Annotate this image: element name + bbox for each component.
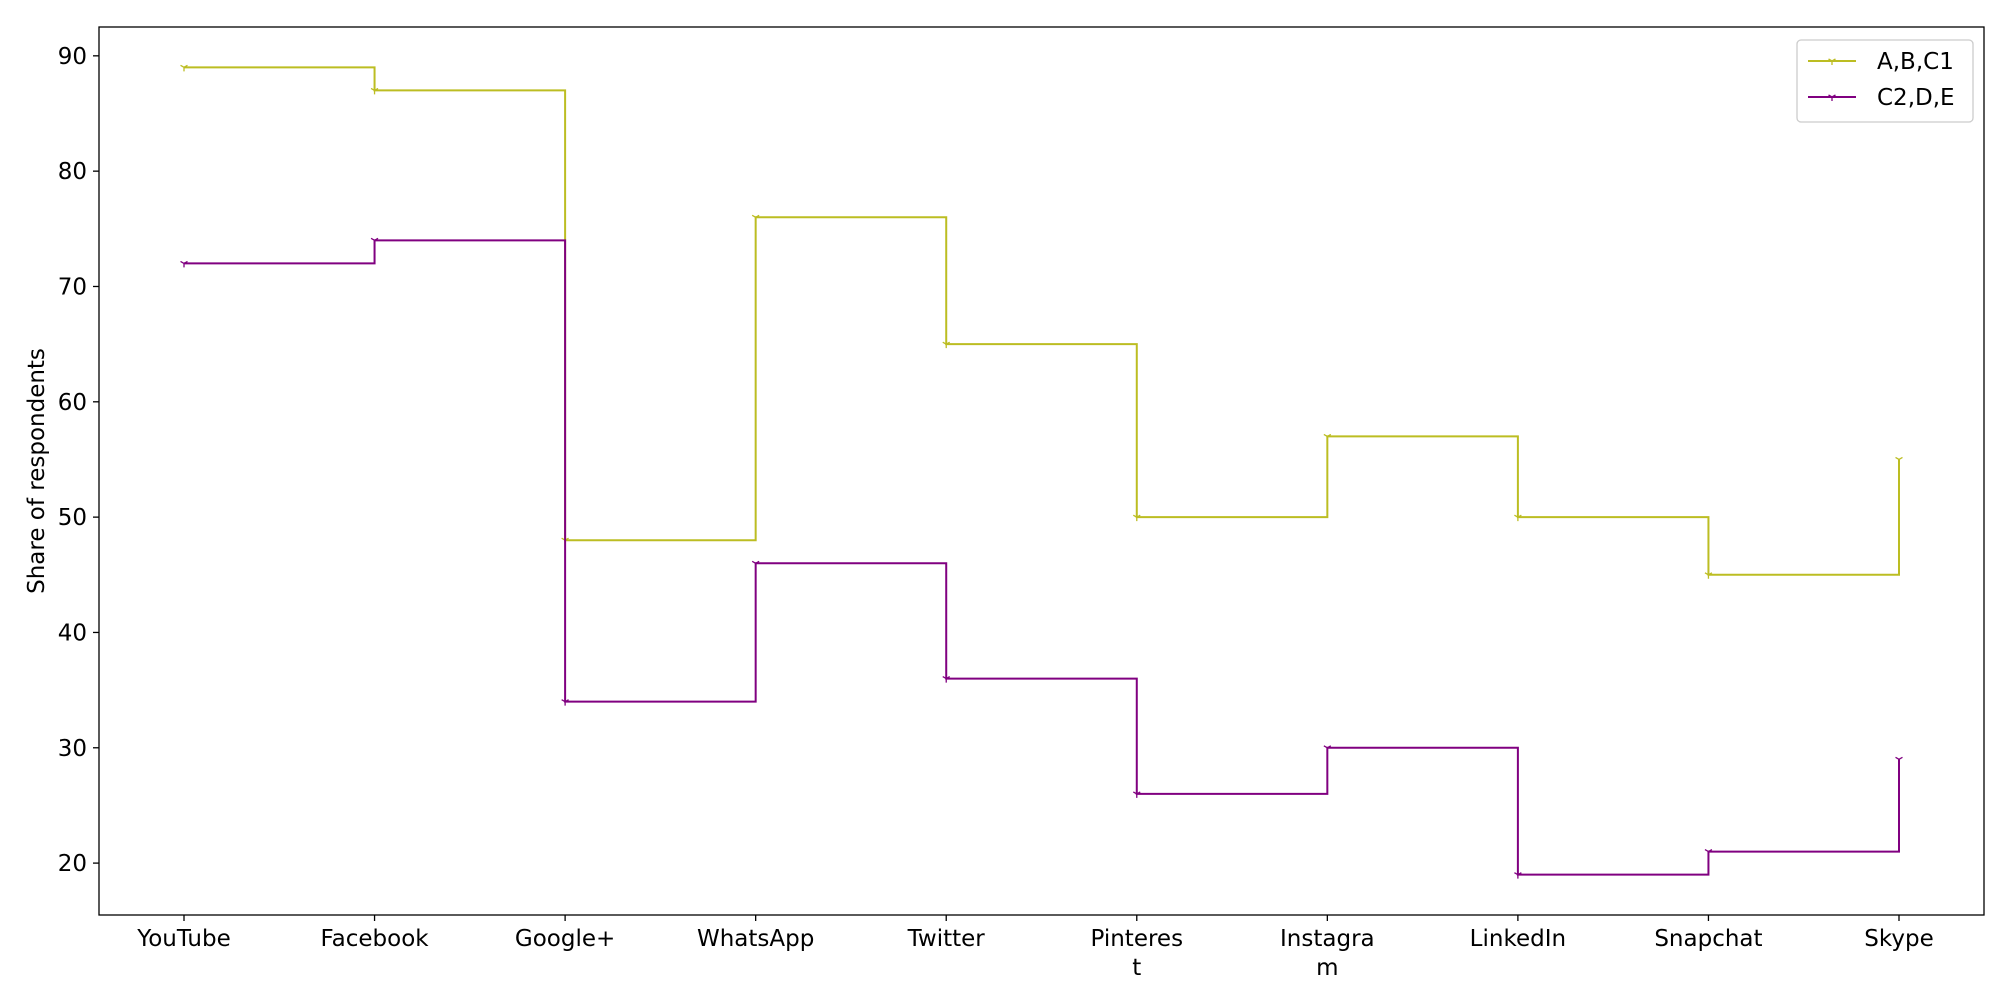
y-tick-label: 80 — [58, 159, 87, 185]
y-tick-label: 60 — [58, 390, 87, 416]
series-2-point-7 — [1323, 745, 1332, 752]
y-tick-label: 40 — [58, 620, 87, 646]
series-2-point-2 — [370, 237, 379, 245]
legend-marker-2 — [1828, 94, 1836, 101]
legend: A,B,C1 C2,D,E — [1796, 39, 1974, 123]
series-layer — [180, 64, 1903, 879]
legend-label-1: A,B,C1 — [1877, 49, 1954, 75]
x-tick-label: WhatsApp — [697, 926, 814, 952]
x-tick-label: Facebook — [321, 926, 430, 952]
series-2-point-4 — [751, 560, 760, 568]
x-tick-label: Google+ — [515, 926, 615, 952]
y-axis: 20 30 40 50 60 70 80 90 — [58, 44, 99, 877]
series-1-point-8 — [1514, 514, 1522, 522]
series-2-point-3 — [561, 699, 569, 706]
x-tick-label: Pinteres t — [1090, 926, 1183, 981]
y-axis-label: Share of respondents — [24, 348, 50, 594]
y-tick-label: 30 — [58, 736, 87, 762]
y-tick-label: 20 — [58, 851, 87, 877]
series-1-point-2 — [370, 87, 379, 95]
x-tick-label: Instagra m — [1280, 926, 1375, 981]
series-2-point-1 — [180, 260, 188, 268]
x-axis: YouTube Facebook Google+ WhatsApp Twitter Pin… — [136, 915, 1934, 981]
series-2-point-5 — [942, 676, 951, 683]
y-tick-label: 70 — [58, 274, 87, 300]
y-tick-label: 50 — [58, 505, 87, 531]
series-line-1 — [184, 66, 1900, 576]
plot-frame — [98, 26, 1985, 916]
x-tick-label: Skype — [1864, 926, 1933, 952]
legend-label-2: C2,D,E — [1877, 85, 1955, 111]
series-1-point-7 — [1323, 433, 1332, 441]
x-tick-label: YouTube — [136, 926, 231, 952]
series-2-point-6 — [1132, 791, 1141, 798]
y-tick-label: 90 — [58, 44, 87, 70]
x-tick-label: Twitter — [907, 926, 986, 952]
x-tick-label: Snapchat — [1654, 926, 1762, 952]
series-2-point-10 — [1895, 756, 1903, 764]
series-2-point-9 — [1704, 849, 1713, 856]
series-1-point-1 — [180, 64, 188, 72]
series-1-point-5 — [942, 341, 951, 349]
series-line-2 — [184, 239, 1900, 876]
x-tick-label: LinkedIn — [1470, 926, 1566, 952]
series-1-point-6 — [1132, 514, 1141, 522]
series-1-point-9 — [1704, 572, 1713, 579]
series-1-point-10 — [1895, 456, 1903, 464]
legend-marker-1 — [1828, 58, 1836, 65]
series-1-point-4 — [751, 214, 760, 222]
series-2-point-8 — [1514, 872, 1522, 879]
